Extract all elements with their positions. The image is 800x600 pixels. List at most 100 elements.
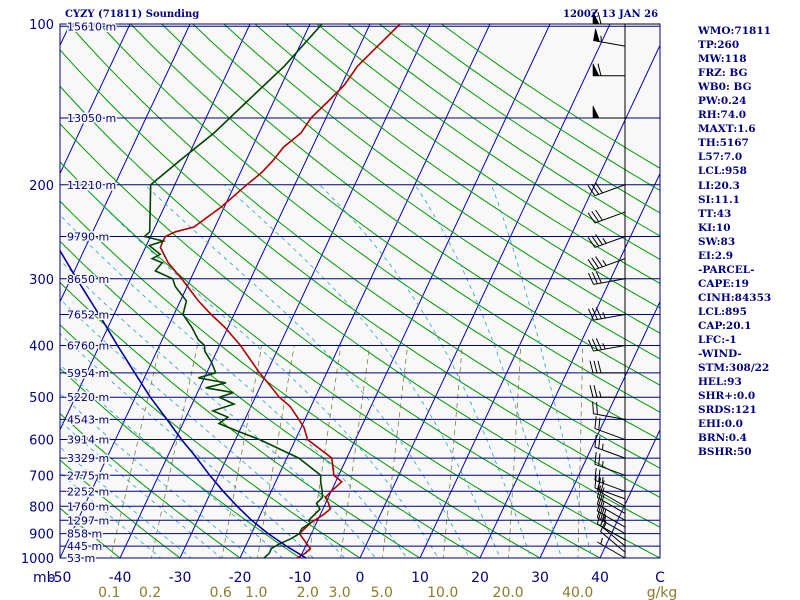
moist-adiabat xyxy=(60,333,314,558)
wind-barb-full xyxy=(597,63,602,76)
thermo-grid xyxy=(0,12,660,569)
height-label: 53 m xyxy=(67,552,95,565)
height-label: 1760 m xyxy=(67,500,109,513)
wind-barb-full xyxy=(594,475,597,488)
index-line: MAXT:1.6 xyxy=(698,123,756,136)
mixing-ratio-line xyxy=(577,345,584,558)
wind-barb-full xyxy=(595,338,602,350)
isotherm-line xyxy=(60,24,191,303)
temperature-tick-label: -40 xyxy=(109,570,132,586)
temperature-tick-label: -20 xyxy=(229,570,252,586)
wind-barb-full xyxy=(595,271,602,284)
dry-adiabat xyxy=(60,49,660,498)
dry-adiabat xyxy=(60,85,660,528)
wind-barb-half xyxy=(602,260,607,266)
stability-indices-panel: WMO:71811 TP:260 MW:118 FRZ: BG WB0: BG PW:0.… xyxy=(698,24,798,459)
mixing-ratio-line xyxy=(382,345,409,558)
isotherm-line xyxy=(599,428,660,558)
mixing-ratio-line xyxy=(256,345,295,558)
dry-adiabat xyxy=(99,24,660,441)
dry-adiabat xyxy=(161,24,660,386)
dry-adiabat xyxy=(192,24,660,360)
pressure-tick-label: 500 xyxy=(29,391,54,406)
dry-adiabat xyxy=(60,507,121,558)
pressure-tick-label: 600 xyxy=(29,434,54,449)
moist-adiabat xyxy=(414,184,562,558)
isotherm-line xyxy=(479,172,660,558)
wind-barb-staff xyxy=(597,523,626,541)
index-line: WMO:71811 xyxy=(698,25,771,37)
index-line: LFC:-1 xyxy=(698,334,737,347)
mixing-ratio-label: 20.0 xyxy=(493,585,524,600)
wind-barb-staff xyxy=(593,278,626,285)
height-label: 4543 m xyxy=(67,413,109,426)
parcel-line xyxy=(60,249,307,558)
wind-barb-half xyxy=(602,237,607,244)
mixing-ratio-line xyxy=(508,345,522,558)
wind-barb-full xyxy=(596,402,598,415)
wind-barb-staff xyxy=(593,413,626,420)
index-line: STM:308/22 xyxy=(698,362,770,375)
mixing-ratio-line xyxy=(221,345,263,558)
moist-adiabat xyxy=(319,184,532,558)
pressure-tick-label: 200 xyxy=(29,179,54,194)
pressure-tick-label: 900 xyxy=(29,528,54,543)
index-line: EI:2.9 xyxy=(698,249,734,262)
wind-barb-full xyxy=(597,11,602,25)
index-line: BSHR:50 xyxy=(698,446,752,459)
wind-barb-staff xyxy=(597,510,626,528)
index-line: TP:260 xyxy=(698,39,740,52)
index-line: TH:5167 xyxy=(698,137,749,150)
wind-barb-full xyxy=(594,434,597,448)
isotherm-line xyxy=(359,24,611,558)
pressure-tick-label: 400 xyxy=(29,340,54,355)
index-line: RH:74.0 xyxy=(698,109,747,122)
wind-barb-staff xyxy=(594,487,626,500)
wind-barb-full xyxy=(591,235,600,247)
wind-barb-full xyxy=(598,436,601,449)
moist-adiabat xyxy=(491,184,593,558)
wind-barb-full xyxy=(589,360,594,373)
wind-barb-full xyxy=(595,256,603,268)
wind-barb-full xyxy=(591,257,600,269)
moist-adiabat xyxy=(144,184,470,558)
index-line: SRDS:121 xyxy=(698,404,757,417)
mixing-ratio-label: 0.6 xyxy=(210,585,232,600)
mixing-ratio-label: 10.0 xyxy=(427,585,458,600)
moist-adiabat xyxy=(60,259,377,558)
isotherm-line xyxy=(239,24,491,558)
dry-adiabat xyxy=(60,281,421,558)
wind-barb-half xyxy=(601,443,604,450)
wind-barb-staff xyxy=(594,463,626,476)
isotherm-line xyxy=(0,12,16,569)
index-line: CINH:84353 xyxy=(698,291,772,304)
plot-border xyxy=(59,23,661,559)
wind-barb-full xyxy=(595,307,602,319)
isotherm-line xyxy=(60,24,131,175)
wind-barb-full xyxy=(594,467,597,481)
mixing-ratio-line xyxy=(110,345,161,558)
mixing-ratio-label: 1.0 xyxy=(245,585,267,600)
moist-adiabat xyxy=(60,420,222,558)
index-line: FRZ: BG xyxy=(698,67,748,80)
wind-barb-half xyxy=(599,391,602,398)
wind-barb-staff xyxy=(594,479,626,492)
wind-barb-staff xyxy=(600,525,626,547)
wind-barb-full xyxy=(589,385,594,398)
height-label: 11210 m xyxy=(67,179,116,192)
wind-barb-staff xyxy=(594,258,626,271)
height-label: 9790 m xyxy=(67,230,109,243)
wind-barb-half xyxy=(603,522,607,529)
index-line: -WIND- xyxy=(698,348,742,361)
moist-adiabat xyxy=(60,393,253,558)
dry-adiabat xyxy=(60,240,481,558)
mixing-ratio-unit-label: g/kg xyxy=(647,585,678,600)
wind-barb-flag xyxy=(592,105,600,119)
pressure-tick-label: 100 xyxy=(29,18,54,33)
mixing-ratio-line xyxy=(340,345,371,558)
moist-adiabat xyxy=(60,214,408,558)
wind-barb-full xyxy=(594,416,597,429)
mixing-ratio-label: 0.1 xyxy=(98,585,120,600)
index-line: SHR+:0.0 xyxy=(698,390,756,403)
sounding-curves xyxy=(60,24,401,558)
